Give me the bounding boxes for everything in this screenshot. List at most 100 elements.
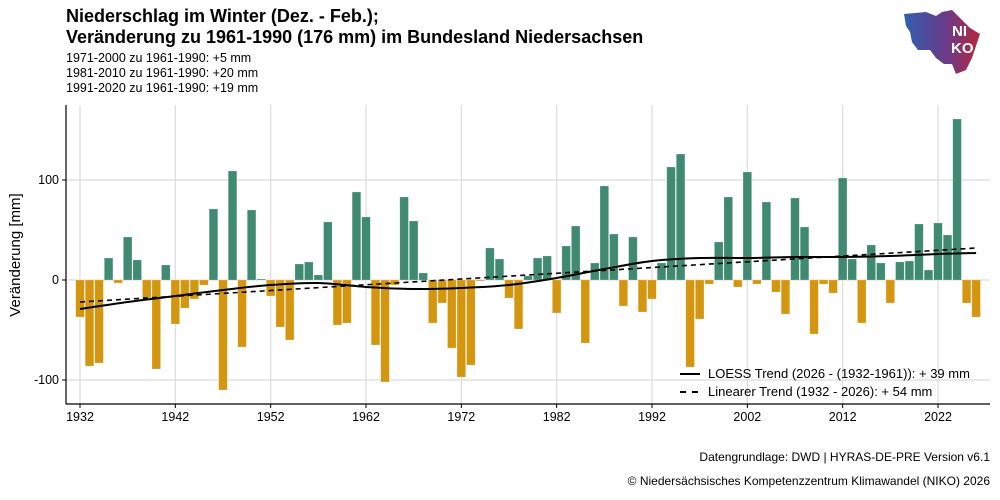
bar-1989 <box>618 279 628 307</box>
bar-1932 <box>75 279 85 318</box>
bar-2015 <box>866 244 876 281</box>
bar-1974 <box>475 279 486 282</box>
bar-2003 <box>752 279 762 285</box>
bar-2010 <box>818 279 829 285</box>
bar-1952 <box>266 279 276 297</box>
subtitle-1971-2000: 1971-2000 zu 1961-1990: +5 mm <box>66 51 252 65</box>
niko-logo-icon: NI KO <box>904 10 980 74</box>
bar-1976 <box>494 258 505 281</box>
bar-2005 <box>771 279 781 293</box>
bar-1956 <box>304 261 314 281</box>
bar-1970 <box>437 279 447 304</box>
bar-2000 <box>723 196 733 281</box>
bar-1992 <box>647 279 657 300</box>
bar-1971 <box>447 279 457 349</box>
bar-1967 <box>409 220 419 281</box>
linear-trend-line <box>79 247 977 303</box>
bar-1955 <box>294 263 304 281</box>
bar-2009 <box>809 279 819 335</box>
bar-1969 <box>428 279 438 324</box>
subtitle-1991-2020: 1991-2020 zu 1961-1990: +19 mm <box>66 81 259 95</box>
legend-item-linear: Linearer Trend (1932 - 2026): + 54 mm <box>680 383 970 401</box>
dashed-line-icon <box>680 391 698 393</box>
bar-1938 <box>132 259 142 281</box>
bar-2001 <box>733 279 743 288</box>
bar-1954 <box>285 279 295 341</box>
data-source: Datengrundlage: DWD | HYRAS-DE-PRE Versi… <box>699 450 990 464</box>
bar-1985 <box>580 279 590 344</box>
x-tick-label: 2012 <box>829 410 857 424</box>
bar-1944 <box>189 279 200 300</box>
x-tick-label: 2022 <box>924 410 952 424</box>
bar-1964 <box>380 279 390 383</box>
bar-1933 <box>84 279 95 367</box>
bar-1994 <box>666 166 676 281</box>
bar-1981 <box>542 255 552 281</box>
copyright: © Niedersächsisches Kompetenzzentrum Kli… <box>627 474 990 488</box>
bar-1953 <box>275 279 285 328</box>
bar-1983 <box>561 245 571 281</box>
grid-lines <box>66 105 990 404</box>
bar-1993 <box>656 262 667 281</box>
bar-2025 <box>961 279 972 304</box>
x-tick-label: 1962 <box>352 410 380 424</box>
bar-1977 <box>504 279 514 299</box>
bar-1942 <box>170 279 180 325</box>
legend-item-loess: LOESS Trend (2026 - (1932-1961)): + 39 m… <box>680 365 970 383</box>
bar-1998 <box>704 279 714 285</box>
bar-1962 <box>361 216 371 281</box>
bar-1972 <box>456 279 466 378</box>
trend-lines <box>79 247 977 310</box>
title-line-2: Veränderung zu 1961-1990 (176 mm) im Bun… <box>66 27 644 47</box>
legend-label-loess: LOESS Trend (2026 - (1932-1961)): + 39 m… <box>708 366 970 381</box>
bar-1937 <box>123 236 133 281</box>
bar-2026 <box>971 279 981 318</box>
bar-1980 <box>532 257 543 281</box>
bar-1960 <box>342 279 352 324</box>
bar-2012 <box>838 177 848 281</box>
x-tick-label: 1992 <box>638 410 666 424</box>
bar-2019 <box>904 260 914 281</box>
chart-title: Niederschlag im Winter (Dez. - Feb.); Ve… <box>66 6 643 48</box>
bar-1941 <box>161 264 171 281</box>
bar-1951 <box>256 278 266 281</box>
logo-text-ni: NI <box>952 23 967 40</box>
bar-2016 <box>876 262 886 281</box>
bar-1935 <box>104 257 114 281</box>
axes: -100 0 100 1932 1942 1952 1962 1972 1982 1992 2002… <box>34 105 990 424</box>
bar-1995 <box>675 153 686 281</box>
bar-1946 <box>208 208 219 281</box>
bar-1997 <box>695 279 705 320</box>
bar-1934 <box>94 279 104 364</box>
bar-2014 <box>857 279 867 324</box>
x-tick-label: 1982 <box>543 410 571 424</box>
bar-2011 <box>828 279 838 294</box>
bar-1987 <box>599 185 609 281</box>
bar-1936 <box>113 279 123 284</box>
legend-label-linear: Linearer Trend (1932 - 2026): + 54 mm <box>708 384 933 399</box>
x-tick-label: 1932 <box>66 410 94 424</box>
x-tick-label: 1952 <box>257 410 285 424</box>
solid-line-icon <box>680 373 700 375</box>
bar-1950 <box>247 209 257 281</box>
bar-1979 <box>523 275 533 281</box>
bars <box>75 118 981 391</box>
x-tick-label: 1942 <box>161 410 189 424</box>
bar-1991 <box>637 279 648 313</box>
bar-1945 <box>199 279 209 286</box>
bar-2023 <box>942 234 953 281</box>
bar-1963 <box>370 279 381 346</box>
bar-1984 <box>571 225 581 281</box>
bar-1940 <box>151 279 161 370</box>
bar-1939 <box>142 279 152 299</box>
bar-2004 <box>761 201 771 281</box>
x-tick-label: 2002 <box>733 410 761 424</box>
bar-2007 <box>790 197 800 281</box>
bar-1988 <box>609 233 619 281</box>
title-line-1: Niederschlag im Winter (Dez. - Feb.); <box>66 6 379 26</box>
bar-1978 <box>513 279 524 330</box>
bar-2017 <box>885 279 895 304</box>
bar-1990 <box>628 236 638 281</box>
bar-2006 <box>780 279 791 315</box>
